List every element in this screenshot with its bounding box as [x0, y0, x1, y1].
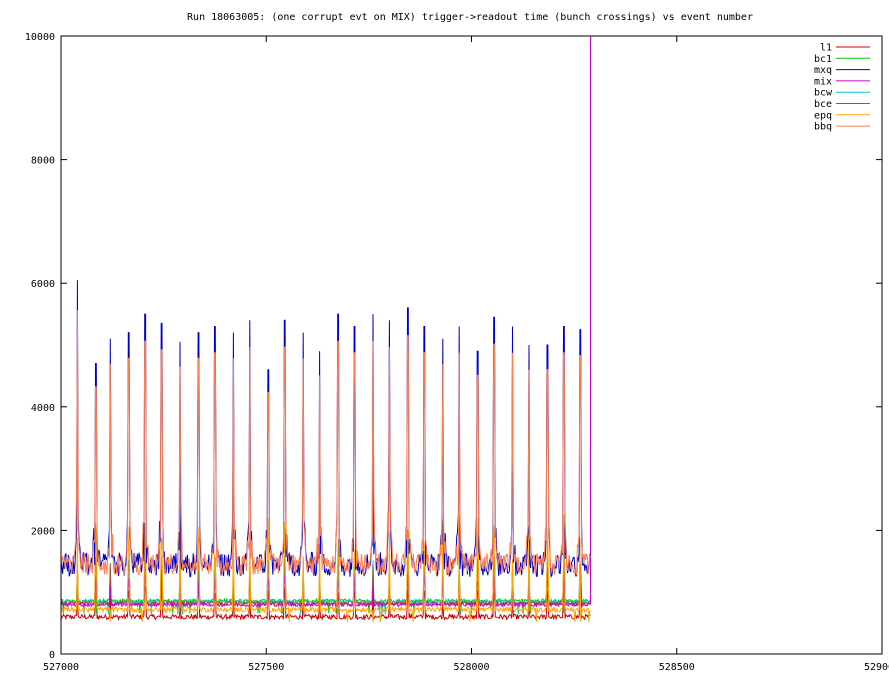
legend-label-mxq: mxq — [814, 65, 832, 76]
x-tick-label: 528000 — [453, 662, 489, 673]
x-tick-label: 527500 — [248, 662, 284, 673]
y-tick-label: 10000 — [25, 32, 55, 43]
y-tick-label: 4000 — [31, 403, 55, 414]
legend-label-mix: mix — [814, 76, 832, 87]
y-tick-label: 6000 — [31, 279, 55, 290]
series-line-bcw — [60, 555, 591, 615]
y-tick-label: 2000 — [31, 526, 55, 537]
x-tick-label: 529000 — [864, 662, 889, 673]
series-line-bbq — [60, 309, 591, 577]
legend-label-l1: l1 — [820, 43, 832, 54]
y-tick-label: 0 — [49, 650, 55, 661]
series-line-mix — [60, 36, 591, 609]
plot-series — [60, 36, 591, 622]
legend-label-bc1: bc1 — [814, 54, 832, 65]
legend-label-bbq: bbq — [814, 122, 832, 133]
legend-label-epq: epq — [814, 110, 832, 121]
y-tick-label: 8000 — [31, 156, 55, 167]
x-tick-label: 528500 — [659, 662, 695, 673]
chart-title: Run 18063005: (one corrupt evt on MIX) t… — [187, 12, 753, 23]
series-line-epq — [60, 514, 591, 622]
series-line-l1 — [60, 583, 591, 622]
legend-label-bce: bce — [814, 99, 832, 110]
axis-ticks: 0 2000 4000 6000 8000 10000 527000 527500 528000… — [25, 32, 889, 673]
series-line-mxq — [60, 280, 591, 579]
x-tick-label: 527000 — [43, 662, 79, 673]
legend-label-bcw: bcw — [814, 88, 833, 99]
